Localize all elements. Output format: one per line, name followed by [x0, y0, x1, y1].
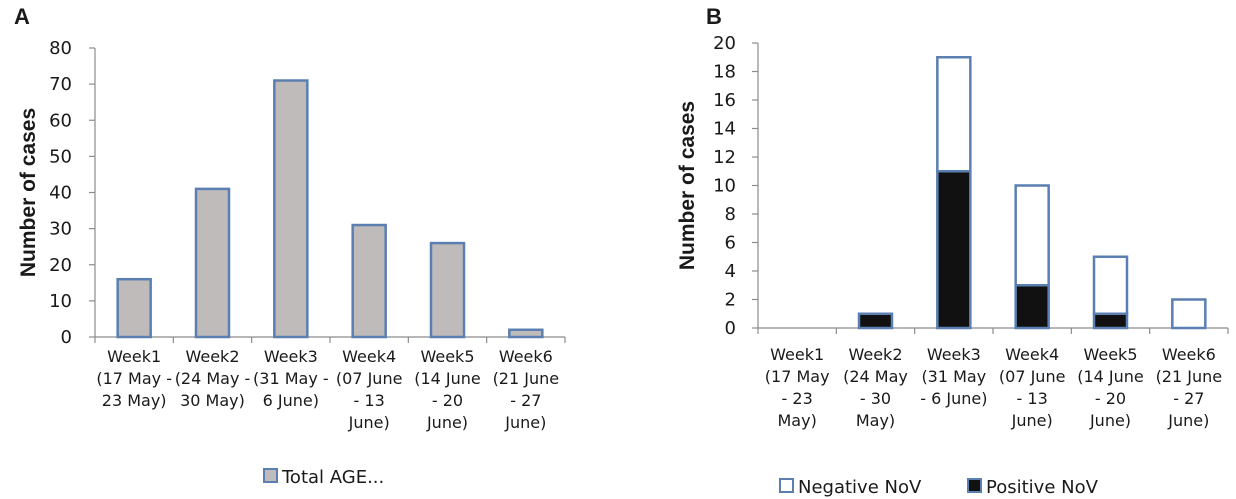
x-tick-label: Week1 (17 May -23 May) — [96, 347, 172, 410]
bar-positive-nov — [936, 170, 972, 330]
x-tick-label: Week4 (07 June - 13 June) — [336, 347, 403, 432]
bar-total-age — [351, 223, 387, 339]
y-tick-label: 30 — [49, 219, 72, 240]
y-tick-label: 0 — [725, 318, 736, 339]
y-tick-label: 0 — [61, 327, 72, 348]
y-tick-label: 50 — [49, 146, 72, 167]
y-tick-label: 8 — [725, 204, 736, 225]
y-tick-label: 4 — [725, 261, 736, 282]
bar-negative-nov — [936, 56, 972, 173]
y-tick-label: 20 — [49, 255, 72, 276]
x-tick-label: Week1 (17 May - 23 May) — [765, 345, 830, 430]
legend-swatch — [779, 478, 794, 493]
x-tick-label: Week2 (24 May - 30 May) — [843, 345, 908, 430]
legend-label: Positive NoV — [986, 477, 1099, 498]
y-tick-label: 10 — [49, 291, 72, 312]
chart-a: A 0 10 20 30 40 50 60 70 80 Number of cases Week1 (1… — [14, 4, 566, 488]
chart-b: B 0 2 4 6 8 10 12 14 16 18 20 Number of cases Week1 (1… — [676, 4, 1229, 498]
bar-negative-nov — [1092, 255, 1129, 315]
x-tick-label: Week4 (07 June - 13 June) — [999, 345, 1066, 430]
y-tick-label: 6 — [725, 233, 736, 254]
x-tick-label: Week5 (14 June - 20 June) — [414, 347, 481, 432]
bar-negative-nov — [1014, 184, 1050, 287]
y-tick-label: 20 — [713, 33, 736, 54]
y-tick-label: 70 — [49, 74, 72, 95]
legend-label: Total AGE... — [281, 467, 384, 488]
x-tick-label: Week2 (24 May -30 May) — [175, 347, 251, 410]
x-tick-label: Week3 (31 May - 6 June) — [920, 345, 987, 408]
bar-negative-nov — [1171, 298, 1207, 330]
legend-swatch — [263, 468, 278, 483]
y-tick-label: 16 — [713, 90, 736, 111]
y-tick-label: 12 — [713, 147, 736, 168]
x-tick-label: Week6 (21 June - 27 June) — [1156, 345, 1223, 430]
x-tick-label: Week3 (31 May -6 June) — [253, 347, 329, 410]
bar-total-age — [116, 277, 152, 339]
x-tick-label: Week6 (21 June - 27 June) — [493, 347, 560, 432]
panel-label: A — [14, 4, 30, 29]
bar-total-age — [194, 187, 231, 339]
y-tick-label: 60 — [49, 110, 72, 131]
x-tick-label: Week5 (14 June - 20 June) — [1077, 345, 1144, 430]
bar-positive-nov — [1092, 312, 1129, 330]
bar-total-age — [273, 79, 309, 339]
legend-label: Negative NoV — [798, 477, 922, 498]
y-axis-label: Number of cases — [17, 108, 40, 277]
y-tick-label: 80 — [49, 38, 72, 59]
bar-total-age — [508, 328, 544, 339]
bar-total-age — [429, 241, 466, 339]
panel-label: B — [706, 4, 722, 29]
y-tick-label: 2 — [725, 290, 736, 311]
y-axis-label: Number of cases — [676, 101, 699, 270]
y-tick-label: 40 — [49, 183, 72, 204]
y-tick-label: 14 — [713, 119, 736, 140]
y-tick-label: 10 — [713, 176, 736, 197]
bar-positive-nov — [1014, 284, 1050, 330]
legend-swatch — [967, 478, 982, 493]
bar-positive-nov — [857, 312, 894, 330]
y-tick-label: 18 — [713, 62, 736, 83]
